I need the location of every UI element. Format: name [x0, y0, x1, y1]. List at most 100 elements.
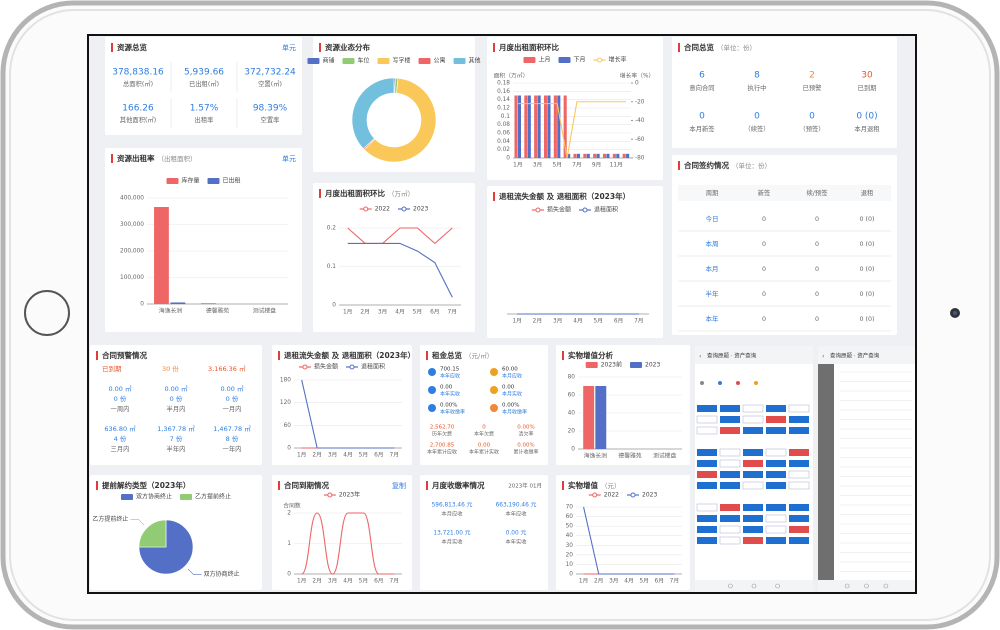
- panel-link[interactable]: 单元: [282, 154, 296, 163]
- unit-cell[interactable]: [743, 526, 763, 533]
- unit-cell[interactable]: [765, 448, 787, 457]
- back-arrow[interactable]: ‹: [699, 353, 702, 360]
- unit-cell[interactable]: [766, 427, 786, 434]
- unit-cell[interactable]: [696, 415, 718, 424]
- panel-link[interactable]: 单元: [282, 43, 296, 52]
- unit-cell[interactable]: [697, 482, 717, 489]
- nav-button[interactable]: [775, 583, 780, 589]
- unit-cell[interactable]: [742, 404, 764, 413]
- unit-cell[interactable]: [743, 515, 763, 522]
- item-icon: [428, 404, 436, 412]
- unit-cell[interactable]: [766, 504, 786, 511]
- nav-button[interactable]: [864, 583, 869, 589]
- unit-cell[interactable]: [789, 504, 809, 511]
- count-label: 已到期: [858, 84, 877, 92]
- nav-button[interactable]: [751, 583, 757, 589]
- y-tick-label: 2: [287, 511, 291, 517]
- panel-subtitle: （出租面积）: [158, 154, 197, 163]
- unit-cell[interactable]: [766, 405, 786, 412]
- unit-cell[interactable]: [720, 405, 740, 412]
- panel-link[interactable]: 复制: [392, 481, 406, 490]
- nav-button[interactable]: [883, 583, 889, 589]
- panel-title: 月度出租面积环比: [324, 188, 385, 198]
- unit-cell[interactable]: [742, 481, 764, 490]
- unit-cell[interactable]: [696, 503, 718, 512]
- unit-cell[interactable]: [743, 504, 763, 511]
- y-tick-label: 0: [140, 302, 144, 308]
- unit-cell[interactable]: [742, 415, 764, 424]
- unit-cell[interactable]: [789, 515, 809, 522]
- unit-cell[interactable]: [789, 427, 809, 434]
- line-series: [517, 101, 627, 159]
- unit-cell[interactable]: [697, 526, 717, 533]
- unit-cell[interactable]: [743, 537, 763, 544]
- unit-cell[interactable]: [719, 448, 741, 457]
- unit-cell[interactable]: [720, 515, 740, 522]
- legend-label: 商铺: [322, 57, 334, 65]
- unit-cell[interactable]: [789, 526, 809, 533]
- table-cell[interactable]: 本周: [706, 239, 719, 248]
- unit-cell[interactable]: [720, 427, 740, 434]
- unit-cell[interactable]: [743, 460, 763, 467]
- unit-cell[interactable]: [766, 537, 786, 544]
- unit-cell[interactable]: [789, 449, 809, 456]
- home-button[interactable]: [24, 290, 70, 336]
- unit-cell[interactable]: [719, 459, 741, 468]
- table-cell[interactable]: 半年: [706, 289, 720, 298]
- panel: [313, 183, 475, 332]
- table-cell[interactable]: 本月: [706, 264, 719, 273]
- nav-button[interactable]: [728, 583, 733, 589]
- unit-cell[interactable]: [743, 449, 763, 456]
- stat-value: 372,732.24: [244, 68, 296, 78]
- unit-cell[interactable]: [765, 514, 787, 523]
- unit-cell[interactable]: [788, 404, 810, 413]
- unit-cell[interactable]: [720, 504, 740, 511]
- unit-cell[interactable]: [697, 449, 717, 456]
- x-tick-label: 6月: [374, 452, 384, 459]
- rent-label: 清欠率: [518, 431, 533, 438]
- table-cell[interactable]: 本年: [706, 314, 720, 323]
- nav-button[interactable]: [844, 583, 850, 589]
- rent-value: 0.00: [502, 385, 515, 391]
- panel: [487, 186, 663, 338]
- rent-value: 0.00: [478, 443, 491, 449]
- y-axis-label: 合同数: [283, 502, 301, 510]
- back-arrow[interactable]: ‹: [822, 353, 825, 360]
- panel-title: 月度出租面积环比: [498, 42, 559, 52]
- unit-cell[interactable]: [789, 537, 809, 544]
- bar: [573, 153, 577, 158]
- unit-cell[interactable]: [697, 460, 717, 467]
- unit-cell[interactable]: [766, 460, 786, 467]
- unit-cell[interactable]: [720, 482, 740, 489]
- table-cell[interactable]: 今日: [706, 214, 719, 223]
- unit-cell[interactable]: [789, 460, 809, 467]
- unit-cell[interactable]: [696, 426, 718, 435]
- collection-value: 596,813.46 元: [432, 502, 473, 509]
- unit-cell[interactable]: [697, 515, 717, 522]
- y-axis-label: 面积（万㎡）: [494, 72, 529, 80]
- stat-label: 已出租(㎡): [189, 79, 219, 88]
- unit-cell[interactable]: [789, 416, 809, 423]
- unit-cell[interactable]: [743, 471, 763, 478]
- expired-count: 30 份: [162, 364, 179, 373]
- warning-period: 半月内: [167, 404, 186, 413]
- unit-cell[interactable]: [766, 416, 786, 423]
- unit-cell[interactable]: [720, 471, 740, 478]
- unit-cell[interactable]: [720, 416, 740, 423]
- unit-cell[interactable]: [743, 427, 763, 434]
- panel-title: 合同签约情况: [684, 160, 729, 170]
- unit-cell[interactable]: [788, 481, 810, 490]
- unit-cell[interactable]: [766, 471, 786, 478]
- unit-cell[interactable]: [766, 482, 786, 489]
- unit-cell[interactable]: [788, 470, 810, 479]
- title-marker: [96, 351, 98, 360]
- unit-cell[interactable]: [765, 525, 787, 534]
- unit-cell[interactable]: [697, 405, 717, 412]
- legend: 商铺 车位 写字楼 公寓 其他: [307, 57, 481, 65]
- unit-cell[interactable]: [697, 471, 717, 478]
- unit-cell[interactable]: [719, 525, 741, 534]
- unit-cell[interactable]: [697, 537, 717, 544]
- stat-value: 378,838.16: [112, 68, 164, 78]
- unit-cell[interactable]: [719, 536, 741, 545]
- x-tick-label: 6月: [430, 309, 440, 316]
